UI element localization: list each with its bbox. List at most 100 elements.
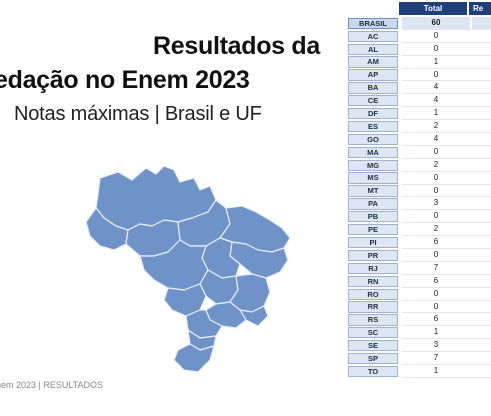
header-second: Re [469, 2, 491, 15]
row-divider [402, 93, 491, 95]
row-divider [402, 67, 491, 69]
row-divider [402, 248, 491, 250]
slide-title-line2: edação no Enem 2023 [0, 66, 250, 94]
total-value: 0 [433, 185, 439, 195]
total-value: 0 [433, 288, 439, 298]
row-divider [402, 80, 491, 82]
total-value: 4 [433, 134, 439, 144]
total-value: 0 [433, 211, 439, 221]
table-row: ES 2 [346, 120, 491, 134]
table-body: BRASIL 60 AC 0 AL 0 AM 1 AP 0 BA 4 CE 4 DF 1 ES 2 GO 4 MA 0 MG… [346, 17, 491, 378]
total-value: 6 [433, 314, 439, 324]
slide-subtitle: Notas máximas | Brasil e UF [14, 103, 262, 125]
row-divider [402, 119, 491, 121]
total-value: 6 [433, 237, 439, 247]
table-row: PE 2 [346, 223, 491, 237]
total-value: 2 [433, 224, 439, 234]
table-row: AM 1 [346, 56, 491, 69]
table-row: RS 6 [346, 313, 491, 327]
uf-label: AL [348, 43, 398, 55]
table-row: MA 0 [346, 146, 491, 159]
table-row: AC 0 [346, 30, 491, 43]
total-value: 60 [402, 17, 470, 30]
row-divider [402, 351, 491, 353]
uf-label: RO [348, 288, 398, 300]
table-header: Total Re [346, 2, 491, 15]
uf-label: AP [348, 69, 398, 81]
uf-label: ES [348, 120, 398, 133]
uf-label: AM [348, 56, 398, 68]
table-row: BA 4 [346, 81, 491, 95]
row-divider [402, 170, 491, 172]
uf-label: SE [348, 340, 398, 352]
row-highlight [472, 17, 491, 30]
total-value: 0 [433, 172, 439, 182]
uf-label: MT [348, 185, 398, 197]
total-value: 2 [433, 159, 439, 169]
row-divider [402, 260, 491, 262]
row-divider [402, 144, 491, 146]
total-value: 3 [433, 198, 439, 208]
uf-label: PR [348, 249, 398, 262]
uf-label: CE [348, 95, 398, 107]
table-row: AL 0 [346, 43, 491, 56]
table-row: RR 0 [346, 301, 491, 314]
header-total: Total [399, 2, 467, 15]
table-row: RN 6 [346, 275, 491, 288]
uf-label: RJ [348, 262, 398, 275]
uf-label: BA [348, 82, 398, 94]
table-row: PB 0 [346, 210, 491, 224]
total-value: 1 [433, 56, 439, 66]
slide-footer: nem 2023 | RESULTADOS [0, 380, 104, 390]
row-divider [402, 273, 491, 275]
table-row: PA 3 [346, 197, 491, 211]
uf-label: GO [348, 133, 398, 146]
table-row: RO 0 [346, 288, 491, 301]
uf-label: TO [348, 365, 398, 378]
total-value: 3 [433, 340, 439, 350]
total-value: 0 [433, 301, 439, 311]
total-value: 0 [433, 69, 439, 79]
brazil-map-shape [85, 165, 291, 373]
total-value: 0 [433, 30, 439, 40]
uf-label: RS [348, 314, 398, 326]
uf-label: AC [348, 30, 398, 42]
uf-label: SC [348, 327, 398, 339]
row-divider [402, 132, 491, 134]
table-row: DF 1 [346, 107, 491, 121]
uf-label: PE [348, 224, 398, 236]
row-divider [402, 235, 491, 237]
table-row: RJ 7 [346, 262, 491, 275]
uf-label: PB [348, 211, 398, 223]
row-divider [402, 196, 491, 198]
brazil-map-icon [60, 160, 300, 375]
uf-label: MA [348, 146, 398, 158]
uf-label: SP [348, 352, 398, 365]
total-value: 0 [433, 146, 439, 156]
row-divider [402, 325, 491, 327]
table-row: MS 0 [346, 172, 491, 185]
total-value: 4 [433, 95, 439, 105]
total-value: 7 [433, 262, 439, 272]
table-row: PI 6 [346, 236, 491, 250]
total-value: 7 [433, 353, 439, 363]
total-value: 4 [433, 82, 439, 92]
total-value: 1 [433, 327, 439, 337]
total-value: 0 [433, 43, 439, 53]
slide-title-line1: Resultados da [153, 32, 320, 60]
row-divider [402, 222, 491, 224]
uf-label: PI [348, 236, 398, 249]
uf-label: PA [348, 198, 398, 210]
table-row: CE 4 [346, 94, 491, 108]
table-row: MG 2 [346, 159, 491, 172]
row-divider [402, 106, 491, 108]
total-value: 2 [433, 121, 439, 131]
row-divider [402, 183, 491, 185]
row-divider [402, 312, 491, 314]
row-divider [402, 157, 491, 159]
total-value: 1 [433, 108, 439, 118]
table-row: SC 1 [346, 326, 491, 340]
total-value: 1 [433, 366, 439, 376]
table-row: TO 1 [346, 365, 491, 378]
table-row: PR 0 [346, 249, 491, 262]
